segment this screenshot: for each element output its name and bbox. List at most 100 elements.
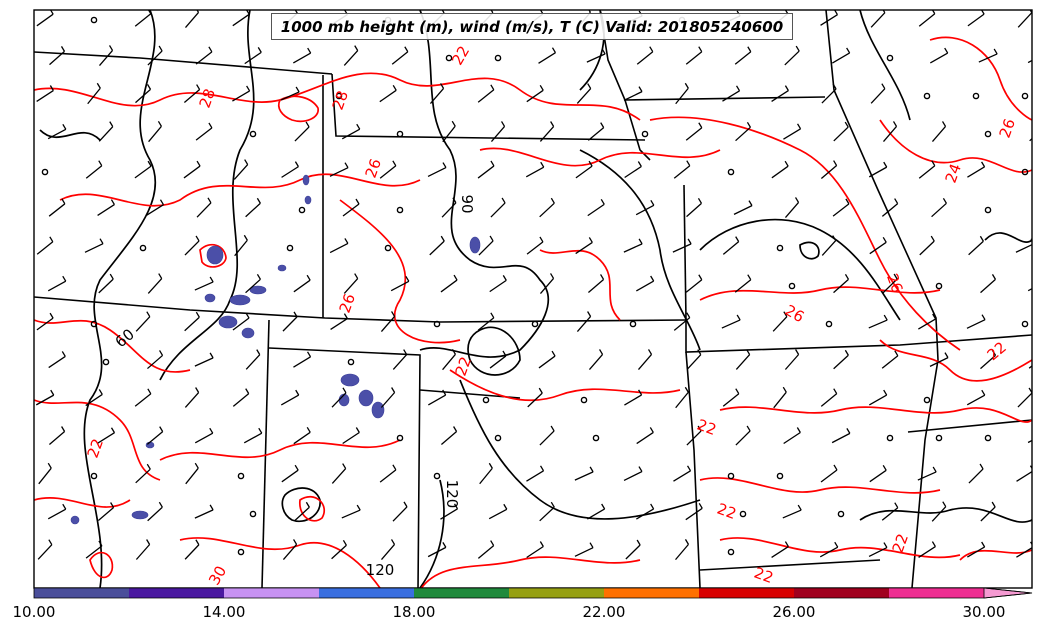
temperature-contour-label: 28	[196, 86, 219, 110]
wind-barb	[282, 539, 298, 560]
wind-barb	[636, 427, 654, 445]
wind-barb	[195, 46, 213, 65]
wind-barb	[37, 539, 53, 560]
wind-barb	[48, 198, 66, 217]
wind-barb	[341, 504, 361, 519]
calm-wind-circle	[984, 434, 992, 442]
wind-barb	[196, 197, 212, 218]
wind-barb	[575, 160, 593, 179]
height-contour-label: 90	[458, 194, 476, 213]
wind-barb	[721, 314, 741, 329]
calm-wind-circle	[641, 130, 649, 138]
calm-wind-circle	[886, 434, 894, 442]
wind-barb	[967, 161, 986, 178]
wind-barb	[134, 10, 152, 27]
wind-barb	[919, 235, 935, 256]
wind-barb	[868, 161, 888, 178]
temperature-contour-label: 22	[452, 354, 475, 378]
wind-barb	[87, 82, 101, 105]
calm-wind-circle	[494, 434, 502, 442]
calm-wind-circle	[1021, 92, 1029, 100]
wind-barb	[85, 540, 103, 559]
wind-barb	[771, 160, 789, 179]
wind-barb	[490, 197, 506, 218]
wind-barb	[576, 83, 592, 104]
wind-barb	[146, 426, 164, 445]
wind-barb	[637, 349, 653, 370]
calm-wind-circle	[1021, 320, 1029, 328]
calm-wind-circle	[531, 320, 539, 328]
calm-wind-circle	[41, 168, 49, 176]
map-title: 1000 mb height (m), wind (m/s), T (C) Va…	[271, 13, 793, 40]
calm-wind-circle	[433, 472, 441, 480]
wind-barb	[478, 235, 494, 256]
wind-barb	[135, 84, 152, 104]
wind-barb	[783, 427, 801, 445]
calm-wind-circle	[139, 244, 147, 252]
wind-barb	[97, 502, 115, 521]
calm-wind-circle	[286, 244, 294, 252]
wind-barb	[686, 198, 703, 218]
wind-barb	[673, 312, 691, 331]
wind-barb	[868, 542, 888, 558]
wind-barb	[625, 539, 641, 560]
calm-wind-circle	[1021, 168, 1029, 176]
wind-barb	[85, 389, 103, 407]
wind-barb	[489, 275, 507, 293]
wind-barb	[771, 85, 789, 102]
wind-barb	[48, 351, 66, 369]
colorbar: 10.00 14.00 18.00 22.00 26.00 30.00	[13, 587, 1033, 621]
wind-barb	[233, 159, 249, 180]
wind-barb	[967, 10, 985, 27]
colorbar-extend-arrow	[983, 587, 1033, 599]
wind-barb	[427, 162, 447, 177]
wind-barb	[184, 311, 200, 332]
wind-barb	[735, 425, 751, 446]
wind-barb	[782, 504, 802, 519]
wind-barb	[734, 274, 752, 293]
wind-barb	[686, 425, 702, 446]
wind-barb	[280, 86, 300, 101]
wind-barb	[135, 463, 151, 484]
temperature-contours	[34, 36, 1032, 588]
wind-barb	[85, 160, 103, 179]
calm-wind-circle	[384, 244, 392, 252]
colorbar-segment	[509, 588, 605, 598]
wind-barb	[195, 122, 213, 141]
wind-barb	[783, 123, 802, 140]
wind-barb	[833, 349, 849, 370]
wind-barb	[772, 311, 788, 332]
wind-barb	[539, 425, 555, 446]
wind-barb	[35, 389, 55, 406]
wind-barb	[282, 311, 298, 332]
wind-barb	[525, 161, 545, 178]
colorbar-segment	[34, 588, 130, 598]
colorbar-segment	[129, 588, 225, 598]
wind-barb	[1016, 541, 1032, 558]
wind-barb	[245, 273, 261, 294]
calm-wind-circle	[482, 396, 490, 404]
calm-wind-circle	[237, 548, 245, 556]
wind-barb	[624, 161, 642, 179]
wind-barb	[234, 234, 248, 257]
height-contour-label: 120	[443, 480, 461, 509]
wind-barb	[623, 238, 643, 253]
wind-barb	[194, 504, 214, 519]
wind-barb	[978, 48, 998, 63]
wind-barb	[477, 312, 495, 331]
wind-barb	[526, 465, 545, 482]
wind-barb	[734, 46, 752, 65]
wind-barb	[587, 199, 605, 217]
wind-barb	[38, 462, 52, 485]
wind-barb	[147, 45, 163, 66]
wind-barb	[98, 273, 114, 294]
wind-barb	[98, 121, 114, 142]
temperature-contour-label: 22	[695, 416, 719, 439]
wind-barb	[293, 426, 311, 445]
wind-barb	[820, 160, 838, 179]
wind-barb	[538, 47, 557, 64]
temperature-contour-label: 28	[329, 88, 352, 112]
wind-barb	[293, 274, 311, 293]
wind-barb	[918, 313, 937, 330]
